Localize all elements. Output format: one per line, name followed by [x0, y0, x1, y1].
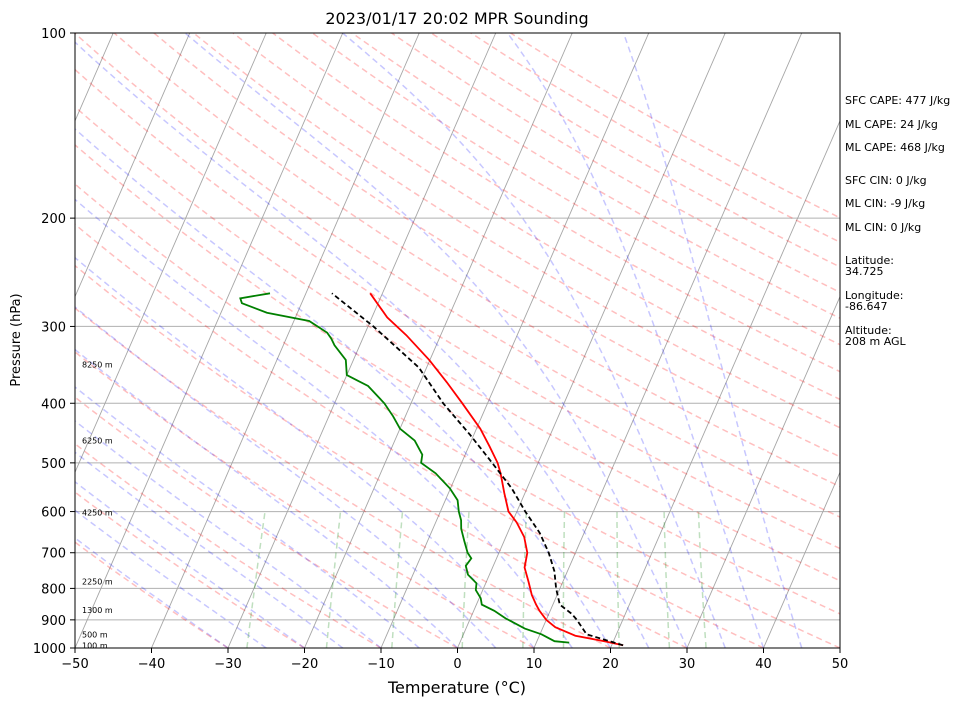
- y-tick-label: 700: [41, 547, 66, 562]
- moist-adiabat: [75, 480, 305, 648]
- altitude-label: 8250 m: [82, 361, 113, 370]
- isotherm: [151, 33, 420, 648]
- dry-adiabat: [75, 33, 840, 518]
- isotherm: [75, 33, 344, 648]
- x-tick-label: −10: [367, 657, 394, 672]
- x-tick-label: 40: [755, 657, 772, 672]
- moist-adiabat: [75, 128, 612, 648]
- x-tick-label: 10: [526, 657, 543, 672]
- parcel-line: [331, 292, 624, 647]
- x-axis-label: Temperature (°C): [387, 678, 526, 697]
- latitude-label: Latitude:: [845, 254, 894, 267]
- y-tick-label: 500: [41, 457, 66, 472]
- plot-area: 100 m 500 m 1300 m 2250 m 4250 m 6250 m 8250 m: [75, 33, 840, 650]
- axis-ticks: −50 −40 −30 −20 −10 0 10 20 30 40 50 1000 900 800 700 6…: [33, 27, 848, 672]
- latitude-value: 34.725: [845, 265, 884, 278]
- dry-adiabat: [75, 183, 840, 648]
- longitude-value: -86.647: [845, 300, 888, 313]
- moist-adiabat: [75, 306, 497, 648]
- dry-adiabat: [75, 143, 840, 615]
- y-tick-label: 300: [41, 320, 66, 335]
- isotherm: [304, 33, 573, 648]
- dry-adiabat: [311, 33, 840, 346]
- altitude-label: Altitude:: [845, 324, 892, 337]
- ml-cin-2: ML CIN: 0 J/kg: [845, 221, 922, 234]
- y-tick-label: 800: [41, 582, 66, 597]
- dry-adiabat: [75, 264, 688, 648]
- y-axis-label: Pressure (hPa): [9, 293, 24, 386]
- x-tick-label: 20: [602, 657, 619, 672]
- moist-adiabat: [75, 420, 382, 648]
- temperature-line: [369, 292, 624, 647]
- moist-adiabat: [75, 198, 573, 648]
- dry-adiabat: [351, 33, 840, 320]
- mixing-ratio-line: [246, 511, 266, 648]
- moist-adiabat: [75, 509, 267, 648]
- moist-adiabat: [506, 33, 765, 648]
- moist-adiabat: [622, 33, 803, 648]
- isotherm: [686, 295, 840, 648]
- dry-adiabat: [75, 351, 535, 648]
- ml-cape-1: ML CAPE: 24 J/kg: [845, 118, 938, 131]
- dry-adiabat: [75, 307, 611, 648]
- isotherm: [75, 33, 191, 298]
- altitude-value: 208 m AGL: [845, 335, 906, 348]
- altitude-label: 2250 m: [82, 578, 113, 587]
- altitude-label: 4250 m: [82, 508, 113, 517]
- dewpoint-line: [239, 292, 570, 644]
- altitude-label: 1300 m: [82, 606, 113, 615]
- moist-adiabat: [75, 451, 344, 648]
- dry-adiabat: [75, 223, 764, 648]
- x-tick-label: −50: [61, 657, 88, 672]
- dry-adiabat: [75, 396, 458, 648]
- y-tick-label: 100: [41, 27, 66, 42]
- dry-adiabat: [75, 491, 305, 648]
- dry-adiabat: [232, 33, 840, 401]
- altitude-label: 500 m: [82, 630, 108, 639]
- isotherm: [533, 33, 803, 648]
- dry-adiabat: [193, 33, 840, 429]
- isotherm: [763, 471, 840, 648]
- moist-adiabat: [342, 33, 726, 648]
- isotherm: [380, 33, 650, 648]
- chart-title: 2023/01/17 20:02 MPR Sounding: [325, 9, 588, 28]
- moist-adiabat: [75, 386, 420, 648]
- ml-cape-2: ML CAPE: 468 J/kg: [845, 141, 945, 154]
- x-tick-label: 0: [453, 657, 461, 672]
- y-tick-label: 400: [41, 397, 66, 412]
- dry-adiabat: [75, 68, 840, 550]
- moist-adiabat: [75, 41, 650, 648]
- isotherm: [610, 119, 840, 648]
- y-tick-label: 900: [41, 614, 66, 629]
- moist-adiabat: [184, 33, 688, 648]
- isotherm: [227, 33, 497, 648]
- dry-adiabat: [75, 442, 382, 648]
- y-tick-label: 200: [41, 212, 66, 227]
- x-tick-label: −20: [291, 657, 318, 672]
- longitude-label: Longitude:: [845, 289, 904, 302]
- ml-cin-1: ML CIN: -9 J/kg: [845, 197, 926, 210]
- isotherm: [75, 33, 267, 474]
- x-tick-label: −30: [214, 657, 241, 672]
- dry-adiabat: [153, 33, 840, 458]
- x-tick-label: 50: [832, 657, 849, 672]
- moist-adiabat: [75, 348, 459, 648]
- isotherm: [457, 33, 726, 648]
- x-tick-label: 30: [679, 657, 696, 672]
- y-tick-label: 1000: [33, 642, 66, 657]
- altitude-label: 6250 m: [82, 437, 113, 446]
- y-tick-label: 600: [41, 506, 66, 521]
- sfc-cape: SFC CAPE: 477 J/kg: [845, 94, 951, 107]
- moist-adiabat: [75, 537, 229, 648]
- altitude-label: 100 m: [82, 641, 108, 650]
- sfc-cin: SFC CIN: 0 J/kg: [845, 174, 927, 187]
- x-tick-label: −40: [138, 657, 165, 672]
- moist-adiabat: [75, 256, 535, 648]
- dry-adiabat: [75, 105, 840, 582]
